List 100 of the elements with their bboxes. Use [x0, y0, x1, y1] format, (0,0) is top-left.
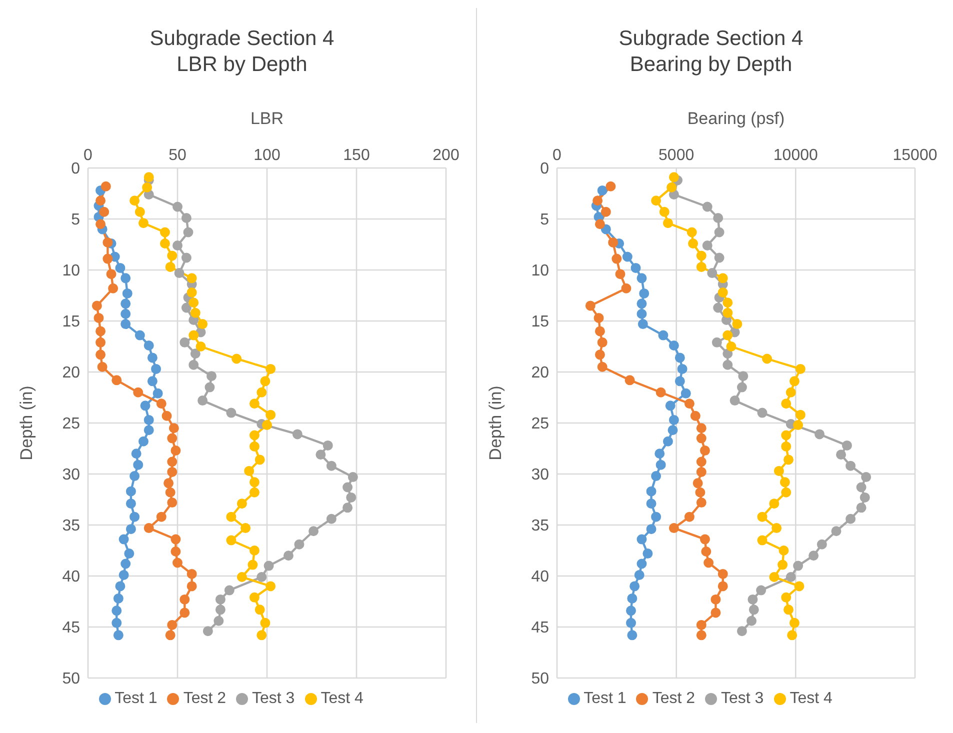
chart-title: Subgrade Section 4 LBR by Depth	[148, 26, 336, 78]
point	[696, 433, 706, 444]
point	[115, 262, 126, 273]
point	[94, 312, 104, 323]
point	[294, 539, 304, 550]
point	[789, 618, 800, 628]
point	[144, 523, 154, 534]
point	[738, 371, 748, 382]
point	[594, 219, 605, 230]
point	[226, 535, 236, 546]
x-tick-label: 5000	[658, 147, 694, 164]
point	[214, 616, 224, 626]
point	[190, 308, 200, 318]
point	[198, 319, 208, 330]
point	[167, 250, 178, 261]
point	[130, 512, 140, 522]
point	[677, 364, 688, 374]
point	[133, 387, 144, 398]
point	[662, 436, 673, 446]
point	[696, 250, 706, 261]
point	[626, 618, 636, 628]
point	[722, 298, 733, 308]
point	[249, 477, 260, 488]
point	[592, 196, 603, 206]
y-axis-title: Depth (in)	[17, 386, 36, 460]
point	[165, 487, 176, 498]
point	[781, 398, 792, 409]
point	[646, 498, 656, 509]
point	[615, 269, 626, 280]
point	[292, 429, 302, 440]
point	[152, 388, 163, 398]
point	[254, 604, 265, 615]
point	[118, 570, 129, 580]
y-tick-label: 0	[71, 160, 80, 178]
point	[696, 620, 706, 630]
point	[646, 486, 656, 496]
point	[249, 487, 260, 498]
point	[120, 308, 131, 319]
point	[130, 471, 140, 482]
point	[630, 262, 641, 273]
point	[636, 558, 647, 569]
point	[164, 478, 174, 488]
y-tick-label: 50	[62, 670, 80, 688]
point	[757, 512, 768, 522]
point	[668, 340, 679, 350]
y-tick-label: 15	[531, 314, 550, 331]
point	[322, 440, 333, 450]
y-tick-label: 45	[531, 620, 550, 637]
point	[714, 252, 724, 263]
x-tick-label: 100	[254, 147, 280, 164]
point	[781, 441, 792, 452]
point	[793, 560, 804, 571]
y-tick-label: 50	[531, 670, 550, 688]
point	[684, 398, 694, 409]
point	[696, 466, 706, 477]
point	[736, 382, 747, 392]
point	[168, 423, 179, 434]
point	[710, 608, 721, 618]
point	[624, 375, 635, 386]
point	[688, 238, 698, 248]
point	[690, 410, 700, 421]
point	[722, 360, 733, 370]
point	[707, 268, 718, 278]
point	[140, 400, 150, 411]
point	[262, 420, 272, 430]
point	[170, 446, 181, 456]
point	[256, 387, 267, 398]
point	[769, 498, 780, 509]
point	[144, 414, 154, 425]
x-tick-label: 200	[432, 147, 460, 164]
point	[856, 502, 866, 513]
point	[167, 620, 178, 630]
point	[674, 376, 685, 386]
y-tick-label: 35	[62, 518, 80, 535]
point	[170, 534, 181, 544]
point	[160, 238, 170, 248]
point	[736, 626, 747, 636]
point	[108, 283, 118, 294]
point	[746, 616, 757, 626]
point	[634, 570, 644, 580]
point	[695, 487, 706, 498]
point	[836, 450, 846, 460]
point	[861, 472, 872, 482]
point	[608, 237, 618, 248]
point	[714, 227, 724, 238]
point	[636, 273, 647, 284]
point	[226, 408, 236, 418]
point	[120, 298, 131, 309]
point	[170, 546, 181, 557]
legend-label: Test 2	[652, 690, 695, 707]
point	[651, 512, 662, 522]
point	[781, 592, 792, 602]
x-tick-label: 0	[84, 147, 93, 164]
point	[606, 181, 616, 192]
point	[646, 524, 656, 534]
point	[702, 202, 712, 212]
point	[162, 410, 172, 421]
y-tick-label: 5	[71, 212, 80, 229]
point	[144, 340, 154, 350]
point	[97, 362, 108, 372]
